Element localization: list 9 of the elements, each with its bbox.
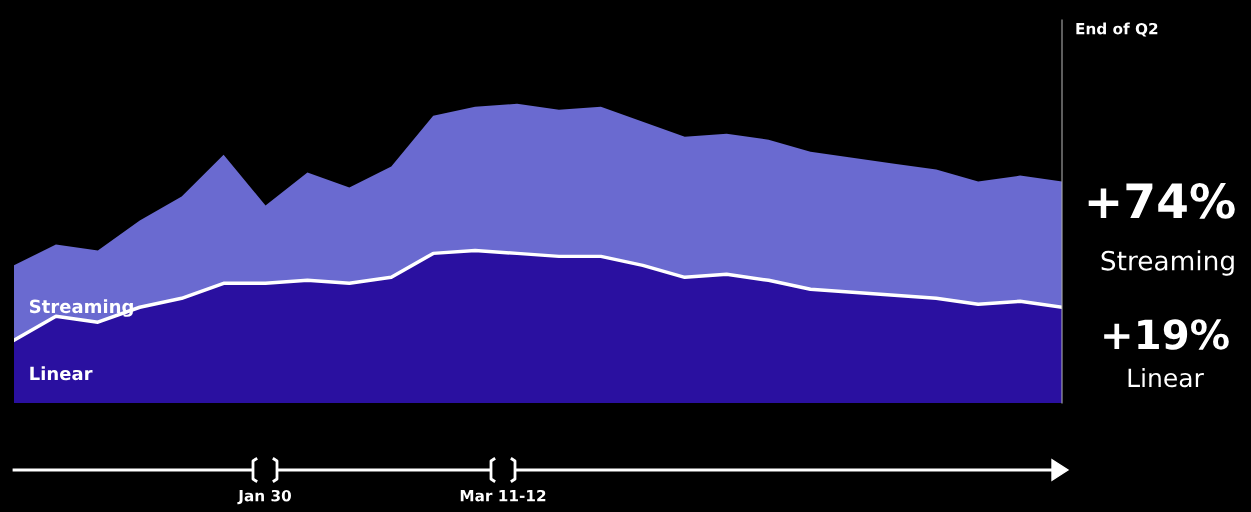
text: Linear xyxy=(1128,367,1204,388)
series-label: Streaming xyxy=(29,299,133,317)
text: Streaming xyxy=(1101,250,1234,276)
text: Mar 11-12 xyxy=(460,489,546,502)
text: Jan 30 xyxy=(237,489,291,505)
text: +19% xyxy=(1104,319,1229,350)
text: +74% xyxy=(1088,182,1235,219)
series-label: Linear xyxy=(30,366,93,381)
text: End of Q2 xyxy=(1076,22,1158,37)
